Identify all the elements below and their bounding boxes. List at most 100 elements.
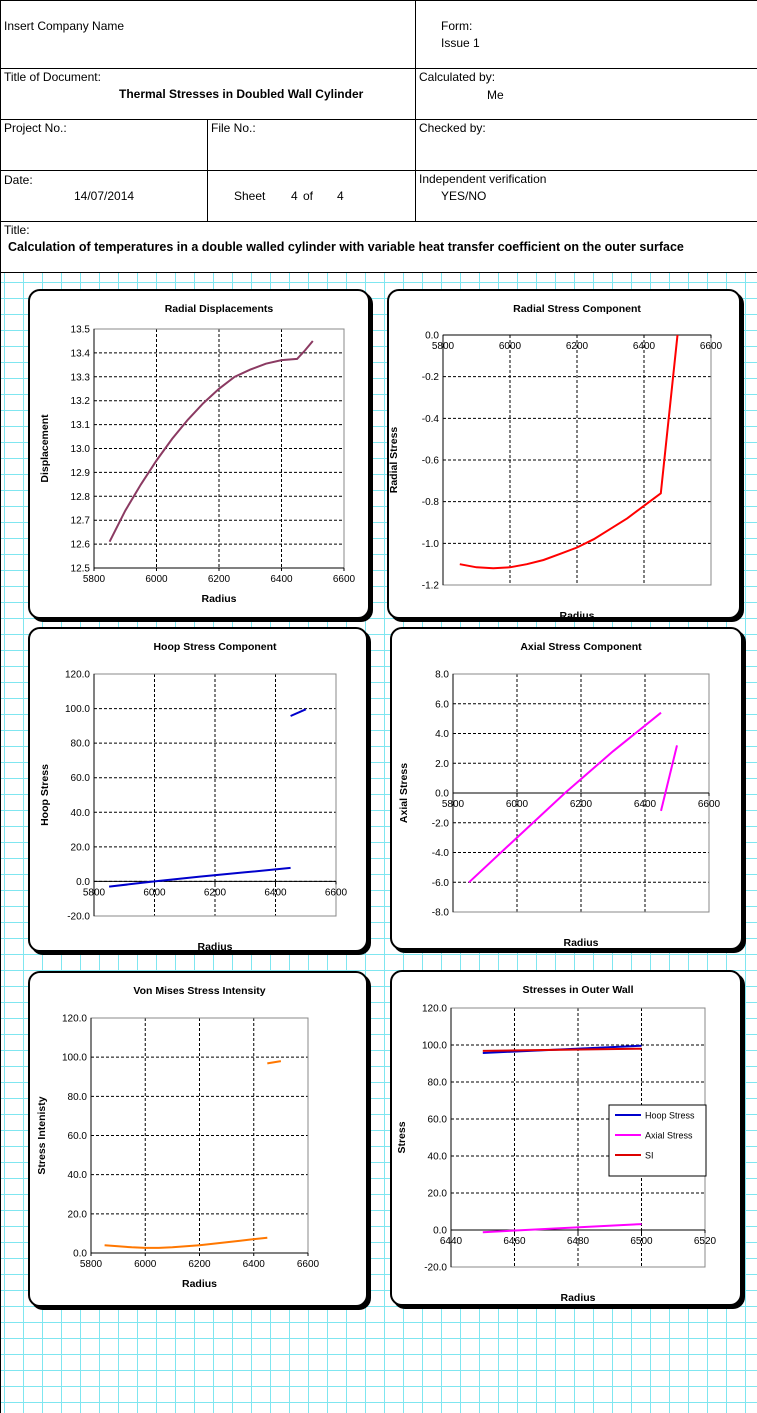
y-tick-label: 13.3 (71, 372, 91, 383)
series-line (482, 1223, 642, 1234)
x-tick-label: 6400 (264, 887, 287, 898)
verification-label: Independent verification (419, 172, 547, 186)
y-tick-label: -1.2 (422, 581, 440, 592)
date-value[interactable]: 14/07/2014 (74, 189, 135, 203)
y-tick-label: -0.4 (422, 414, 440, 425)
x-tick-label: 6400 (270, 574, 293, 585)
calculated-by-value[interactable]: Me (487, 88, 504, 102)
x-tick-label: 6460 (503, 1236, 526, 1247)
x-axis-label: Radius (182, 1278, 217, 1290)
x-tick-label: 6480 (567, 1236, 590, 1247)
y-axis-label: Radial Stress (389, 427, 400, 494)
chart-radial-stress-svg: Radial Stress Component Radius Radial Stre… (389, 303, 723, 619)
y-tick-label: 100.0 (422, 1041, 447, 1052)
series-line (459, 334, 679, 570)
y-tick-label: 12.9 (71, 468, 91, 479)
x-tick-label: 6200 (566, 341, 589, 352)
y-tick-label: 60.0 (428, 1115, 448, 1126)
chart-radial-displacements[interactable]: Radial Displacements Radius Displacement 13… (28, 289, 370, 619)
series-line (468, 711, 662, 884)
chart-outer-wall-stresses[interactable]: Stresses in Outer Wall Radius Stress 120.0 1… (390, 970, 742, 1306)
chart-radial-stress[interactable]: Radial Stress Component Radius Radial Stre… (387, 289, 741, 619)
x-tick-label: 6600 (297, 1259, 320, 1270)
y-axis-label: Hoop Stress (39, 764, 51, 826)
series-line (482, 1047, 642, 1052)
y-tick-label: 40.0 (68, 1170, 88, 1181)
chart-axial-stress[interactable]: Axial Stress Component Radius Axial Stress… (390, 627, 743, 950)
sheet-number[interactable]: 4 (291, 189, 298, 203)
y-tick-label: 13.0 (71, 444, 91, 455)
y-tick-label: -2.0 (432, 818, 450, 829)
series-line (660, 745, 678, 812)
y-tick-label: 100.0 (65, 704, 90, 715)
x-tick-label: 6400 (633, 341, 656, 352)
calculation-title[interactable]: Calculation of temperatures in a double … (8, 240, 684, 254)
chart-hoop-stress[interactable]: Hoop Stress Component Radius Hoop Stress 12… (28, 627, 368, 952)
x-tick-label: 6440 (440, 1236, 463, 1247)
series-line (108, 866, 291, 888)
x-tick-label: 6400 (634, 799, 657, 810)
chart-title: Radial Displacements (165, 303, 274, 315)
y-tick-label: 60.0 (68, 1131, 88, 1142)
y-tick-label: 120.0 (62, 1014, 87, 1025)
y-tick-label: 120.0 (422, 1004, 447, 1015)
document-title[interactable]: Thermal Stresses in Doubled Wall Cylinde… (119, 87, 364, 101)
y-tick-label: 0.0 (425, 331, 439, 342)
x-tick-label: 5800 (83, 887, 106, 898)
y-tick-label: 12.7 (71, 516, 91, 527)
y-tick-label: 20.0 (68, 1209, 88, 1220)
chart-hoop-stress-svg: Hoop Stress Component Radius Hoop Stress 12… (39, 641, 348, 952)
x-tick-label: 6600 (698, 799, 721, 810)
y-tick-label: 13.5 (71, 325, 91, 336)
y-tick-label: 13.2 (71, 396, 91, 407)
series-line (290, 708, 307, 717)
x-tick-label: 6200 (188, 1259, 211, 1270)
sheet-label: Sheet (234, 189, 266, 203)
chart-von-mises[interactable]: Von Mises Stress Intensity Radius Stress I… (28, 971, 368, 1307)
issue-value[interactable]: Issue 1 (441, 36, 480, 50)
chart-outer-wall-stresses-svg: Stresses in Outer Wall Radius Stress 120.0 1… (396, 984, 717, 1304)
sheet-total[interactable]: 4 (337, 189, 344, 203)
x-tick-label: 5800 (442, 799, 465, 810)
y-tick-label: -20.0 (424, 1263, 447, 1274)
x-tick-label: 6400 (243, 1259, 266, 1270)
y-tick-label: -20.0 (67, 912, 90, 923)
y-axis-label: Stress (396, 1121, 408, 1153)
x-axis-label: Radius (560, 1292, 595, 1304)
calculated-by-label: Calculated by: (419, 70, 496, 84)
y-tick-label: 6.0 (435, 699, 449, 710)
header-border (1, 221, 757, 222)
x-tick-label: 6500 (630, 1236, 653, 1247)
x-tick-label: 6600 (333, 574, 356, 585)
company-name[interactable]: Insert Company Name (4, 19, 125, 33)
y-tick-label: 100.0 (62, 1053, 87, 1064)
y-tick-label: -8.0 (432, 908, 450, 919)
x-tick-label: 6200 (570, 799, 593, 810)
chart-title: Stresses in Outer Wall (522, 984, 633, 996)
y-tick-label: -6.0 (432, 878, 450, 889)
y-tick-label: 20.0 (428, 1189, 448, 1200)
y-tick-label: -4.0 (432, 848, 450, 859)
chart-title: Radial Stress Component (513, 303, 641, 315)
verification-value[interactable]: YES/NO (441, 189, 487, 203)
x-tick-label: 6000 (506, 799, 529, 810)
legend-entry: Hoop Stress (645, 1111, 695, 1121)
header-border (1, 170, 757, 171)
y-tick-label: -0.8 (422, 497, 440, 508)
y-tick-label: 0.0 (433, 1226, 447, 1237)
chart-title: Von Mises Stress Intensity (133, 985, 265, 997)
y-tick-label: -1.0 (422, 539, 440, 550)
y-tick-label: 2.0 (435, 759, 449, 770)
x-tick-label: 6200 (208, 574, 231, 585)
date-label: Date: (4, 173, 33, 187)
y-tick-label: 120.0 (65, 670, 90, 681)
x-axis-label: Radius (197, 941, 232, 952)
y-axis-label: Axial Stress (398, 763, 410, 823)
y-tick-label: 80.0 (428, 1078, 448, 1089)
y-tick-label: 4.0 (435, 729, 449, 740)
x-tick-label: 6600 (700, 341, 723, 352)
y-tick-label: 0.0 (76, 877, 90, 888)
series-line (267, 1060, 282, 1065)
y-tick-label: 80.0 (68, 1092, 88, 1103)
y-tick-label: -0.6 (422, 456, 440, 467)
